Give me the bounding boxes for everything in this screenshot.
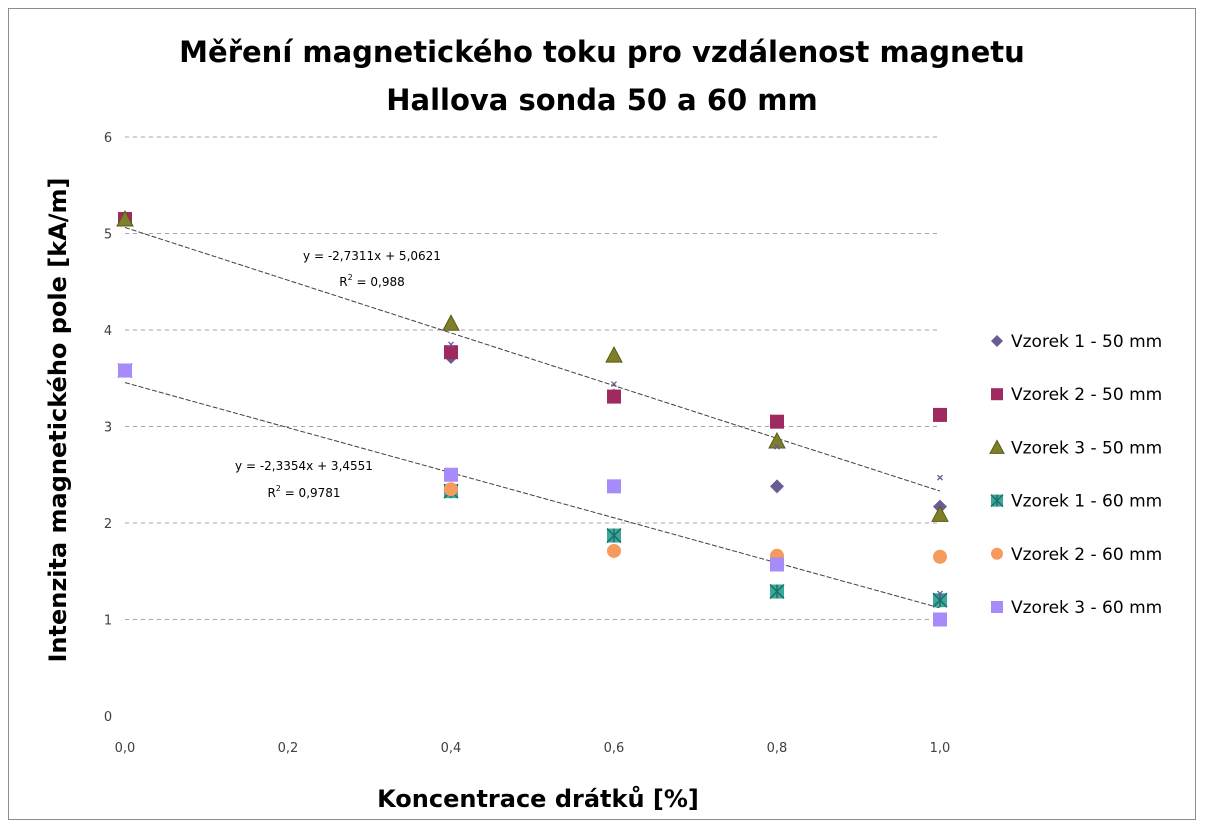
series-1-point — [770, 479, 784, 494]
x-tick-label: 0,6 — [604, 741, 625, 756]
y-tick-label: 4 — [104, 324, 112, 339]
x-tick-label: 0,4 — [441, 741, 462, 756]
legend-marker — [991, 547, 1003, 560]
trendline-2-r2: R2 = 0,9781 — [267, 484, 340, 500]
series-6-point — [607, 479, 621, 494]
legend-label: Vzorek 3 - 60 mm — [1011, 598, 1162, 618]
y-axis-title: Intenzita magnetického pole [kA/m] — [44, 177, 72, 662]
legend-item: Vzorek 3 - 50 mm — [989, 438, 1162, 458]
y-tick-label: 1 — [104, 614, 112, 629]
legend-marker — [991, 388, 1003, 401]
y-tick-label: 5 — [104, 228, 112, 243]
data-points — [116, 209, 949, 627]
series-4-point — [769, 583, 785, 600]
legend-item: Vzorek 1 - 60 mm — [990, 492, 1162, 512]
legend-label: Vzorek 3 - 50 mm — [1011, 438, 1162, 458]
legend-item: Vzorek 1 - 50 mm — [991, 332, 1162, 352]
series-5-point — [607, 543, 621, 558]
series-6-point — [444, 467, 458, 482]
series-2-point — [770, 414, 784, 429]
y-tick-label: 0 — [104, 710, 112, 725]
legend-label: Vzorek 1 - 60 mm — [1011, 492, 1162, 512]
chart-title: Měření magnetického toku pro vzdálenost … — [179, 35, 1025, 69]
x-tick-label: 0,0 — [115, 741, 136, 756]
x-axis-title: Koncentrace drátků [%] — [377, 785, 699, 813]
legend-label: Vzorek 2 - 60 mm — [1011, 545, 1162, 565]
legend-label: Vzorek 1 - 50 mm — [1011, 332, 1162, 352]
chart-frame — [8, 8, 1196, 820]
series-2-point — [444, 345, 458, 360]
legend-item: Vzorek 2 - 50 mm — [991, 385, 1162, 405]
legend-marker — [989, 439, 1005, 454]
series-4-point — [606, 528, 622, 544]
gridlines — [125, 136, 940, 620]
x-tick-label: 0,8 — [767, 741, 788, 756]
series-3-point — [605, 346, 623, 363]
legend-label: Vzorek 2 - 50 mm — [1011, 385, 1162, 405]
y-tick-label: 6 — [104, 131, 112, 146]
y-tick-label: 2 — [104, 517, 112, 532]
series-3-point — [768, 431, 786, 449]
series-2-point — [607, 389, 621, 404]
series-3-point — [442, 314, 460, 331]
y-tick-label: 3 — [104, 421, 112, 436]
extra-point — [937, 590, 943, 597]
trendline-2-equation: y = -2,3354x + 3,4551 — [235, 459, 373, 473]
trendline-1 — [124, 227, 941, 492]
legend-item: Vzorek 2 - 60 mm — [991, 545, 1162, 565]
legend-marker — [990, 494, 1004, 508]
extra-point — [774, 443, 780, 450]
extra-point — [937, 474, 943, 481]
trendline-1-r2: R2 = 0,988 — [339, 273, 404, 289]
series-6-point — [770, 557, 784, 572]
legend-marker — [991, 601, 1003, 613]
series-2-point — [933, 407, 947, 422]
legend-marker — [991, 335, 1003, 347]
x-tick-label: 0,2 — [278, 741, 299, 756]
x-tick-labels: 0,0 0,2 0,4 0,6 0,8 1,0 — [115, 741, 951, 756]
series-3-point — [116, 209, 134, 227]
legend: Vzorek 1 - 50 mm Vzorek 2 - 50 mm Vzorek 3… — [989, 332, 1162, 618]
legend-item: Vzorek 3 - 60 mm — [991, 598, 1162, 618]
x-tick-label: 1,0 — [930, 741, 951, 756]
series-3-point — [931, 505, 949, 522]
trendline-1-equation: y = -2,7311x + 5,0621 — [303, 249, 441, 263]
trendlines — [124, 227, 941, 609]
series-4-point — [932, 592, 948, 608]
series-5-point — [933, 549, 947, 564]
series-6-point — [933, 612, 947, 627]
extra-point — [611, 381, 617, 387]
trendline-2 — [124, 382, 941, 609]
y-tick-labels: 0 1 2 3 4 5 6 — [104, 131, 112, 725]
series-6-point — [118, 363, 132, 378]
chart-subtitle: Hallova sonda 50 a 60 mm — [386, 83, 817, 117]
series-5-point — [444, 482, 458, 497]
extra-point — [448, 341, 454, 348]
